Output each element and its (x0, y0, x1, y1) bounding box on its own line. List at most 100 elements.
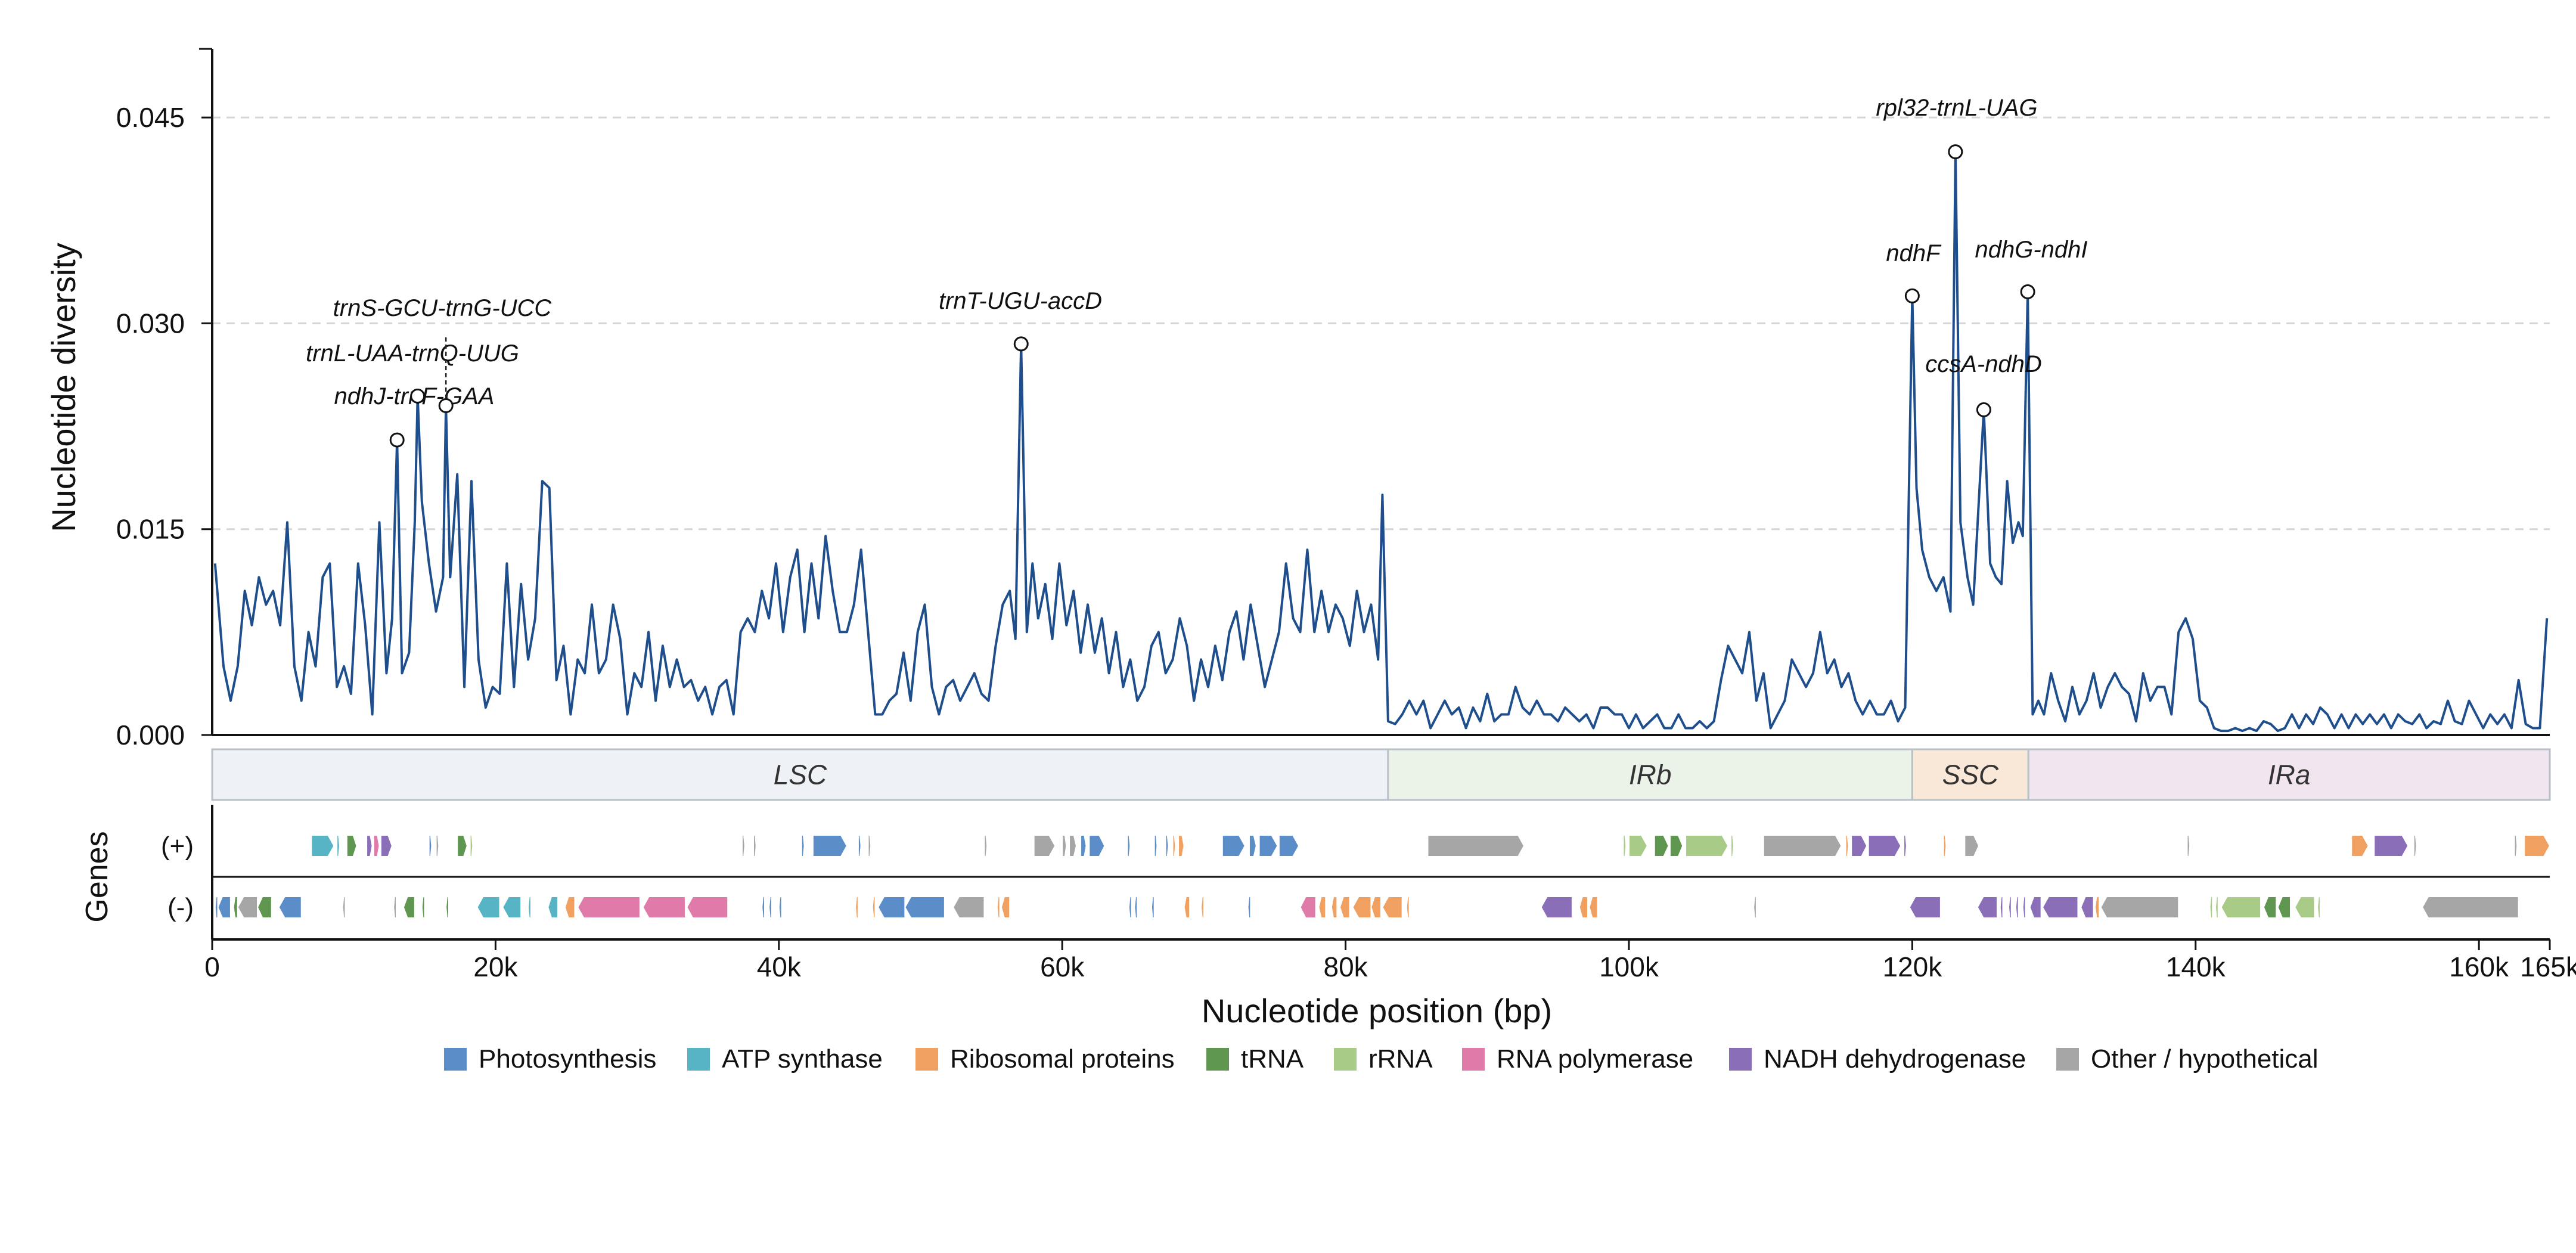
peak-markers: ndhJ-trnF-GAAtrnL-UAA-trnQ-UUGtrnS-GCU-t… (306, 95, 2088, 448)
gene-minus (1247, 896, 1252, 919)
gene-plus (336, 835, 340, 857)
gene-plus (741, 835, 746, 857)
gene-minus (686, 896, 729, 919)
gene-minus (1540, 896, 1573, 919)
x-tick-label: 120k (1882, 951, 1942, 982)
gene-plus (2351, 835, 2369, 857)
legend-label: Photosynthesis (479, 1044, 656, 1074)
peak-label: trnT-UGU-accD (939, 288, 1102, 314)
gene-plus (311, 835, 335, 857)
axes: Nucleotide diversity Nucleotide position… (45, 48, 2576, 1029)
gene-plus (1033, 835, 1056, 857)
gene-plus (1088, 835, 1106, 857)
gene-minus (2317, 896, 2321, 919)
gene-plus (1080, 835, 1087, 857)
gene-minus (547, 896, 558, 919)
gene-plus (1427, 835, 1525, 857)
region-label: LSC (774, 759, 827, 790)
gene-minus (996, 896, 1001, 919)
gene-plus (1628, 835, 1649, 857)
gene-minus (527, 896, 532, 919)
gene-minus (2421, 896, 2519, 919)
gene-minus (2007, 896, 2012, 919)
x-tick-label: 80k (1323, 951, 1368, 982)
gene-minus (232, 896, 238, 919)
gene-minus (1908, 896, 1941, 919)
gene-minus (1339, 896, 1351, 919)
gene-minus (1578, 896, 1589, 919)
region-label: SSC (1942, 759, 1999, 790)
y-axis-title: Nucleotide diversity (45, 243, 82, 532)
gene-track (214, 835, 2551, 919)
region-ira (2027, 748, 2551, 801)
x-tick-label: 40k (757, 951, 802, 982)
gene-plus (469, 835, 474, 857)
gene-plus (373, 835, 380, 857)
gene-plus (812, 835, 848, 857)
gene-plus (1248, 835, 1257, 857)
y-tick-label: 0.000 (116, 719, 185, 750)
strand-plus-label: (+) (161, 832, 194, 861)
gene-minus (952, 896, 985, 919)
peak-label: trnS-GCU-trnG-UCC (333, 295, 553, 321)
x-axis-title: Nucleotide position (bp) (1202, 992, 1552, 1029)
legend-swatch (1729, 1048, 1752, 1071)
gene-minus (1370, 896, 1382, 919)
gene-plus (366, 835, 373, 857)
x-tick-label: 165k (2520, 951, 2576, 982)
gene-minus (855, 896, 859, 919)
legend-label: rRNA (1368, 1044, 1433, 1074)
gene-minus (1150, 896, 1155, 919)
peak-marker (438, 398, 454, 414)
gene-minus (1999, 896, 2004, 919)
legend-swatch (1334, 1048, 1357, 1071)
gene-plus (753, 835, 757, 857)
peak-label: ndhG-ndhI (1975, 237, 2087, 263)
gene-plus (1153, 835, 1158, 857)
gene-minus (2100, 896, 2180, 919)
gene-minus (1183, 896, 1191, 919)
gene-minus (1588, 896, 1599, 919)
gene-plus (1278, 835, 1300, 857)
gene-plus (800, 835, 805, 857)
gene-minus (761, 896, 766, 919)
peak-marker (1976, 402, 1991, 417)
gene-plus (1622, 835, 1627, 857)
gene-plus (2186, 835, 2191, 857)
gene-minus (2262, 896, 2277, 919)
gene-plus (380, 835, 393, 857)
gene-plus (1653, 835, 1669, 857)
gene-minus (904, 896, 945, 919)
gene-minus (564, 896, 576, 919)
x-tick-label: 160k (2449, 951, 2509, 982)
gene-minus (1128, 896, 1132, 919)
gene-minus (1976, 896, 1998, 919)
gene-minus (778, 896, 783, 919)
gene-plus (1126, 835, 1131, 857)
gene-minus (877, 896, 906, 919)
legend: Photosynthesis ATP synthase Ribosomal prot… (444, 1044, 2319, 1074)
strand-minus-label: (-) (167, 893, 194, 922)
gene-minus (642, 896, 686, 919)
gene-minus (2015, 896, 2019, 919)
gene-plus (1942, 835, 1947, 857)
legend-swatch (1206, 1048, 1229, 1071)
gene-minus (1318, 896, 1327, 919)
gene-minus (2080, 896, 2094, 919)
gene-minus (2209, 896, 2214, 919)
legend-swatch (444, 1048, 467, 1071)
gene-minus (2277, 896, 2292, 919)
gene-minus (2294, 896, 2316, 919)
gene-minus (1753, 896, 1757, 919)
gene-minus (502, 896, 522, 919)
region-label: IRa (2268, 759, 2311, 790)
legend-label: Other / hypothetical (2091, 1044, 2319, 1074)
gene-plus (1069, 835, 1077, 857)
gene-plus (1867, 835, 1902, 857)
gene-minus (214, 896, 219, 919)
gene-minus (421, 896, 426, 919)
legend-swatch (1462, 1048, 1485, 1071)
gene-plus (1845, 835, 1849, 857)
peak-label: ccsA-ndhD (1925, 351, 2042, 377)
